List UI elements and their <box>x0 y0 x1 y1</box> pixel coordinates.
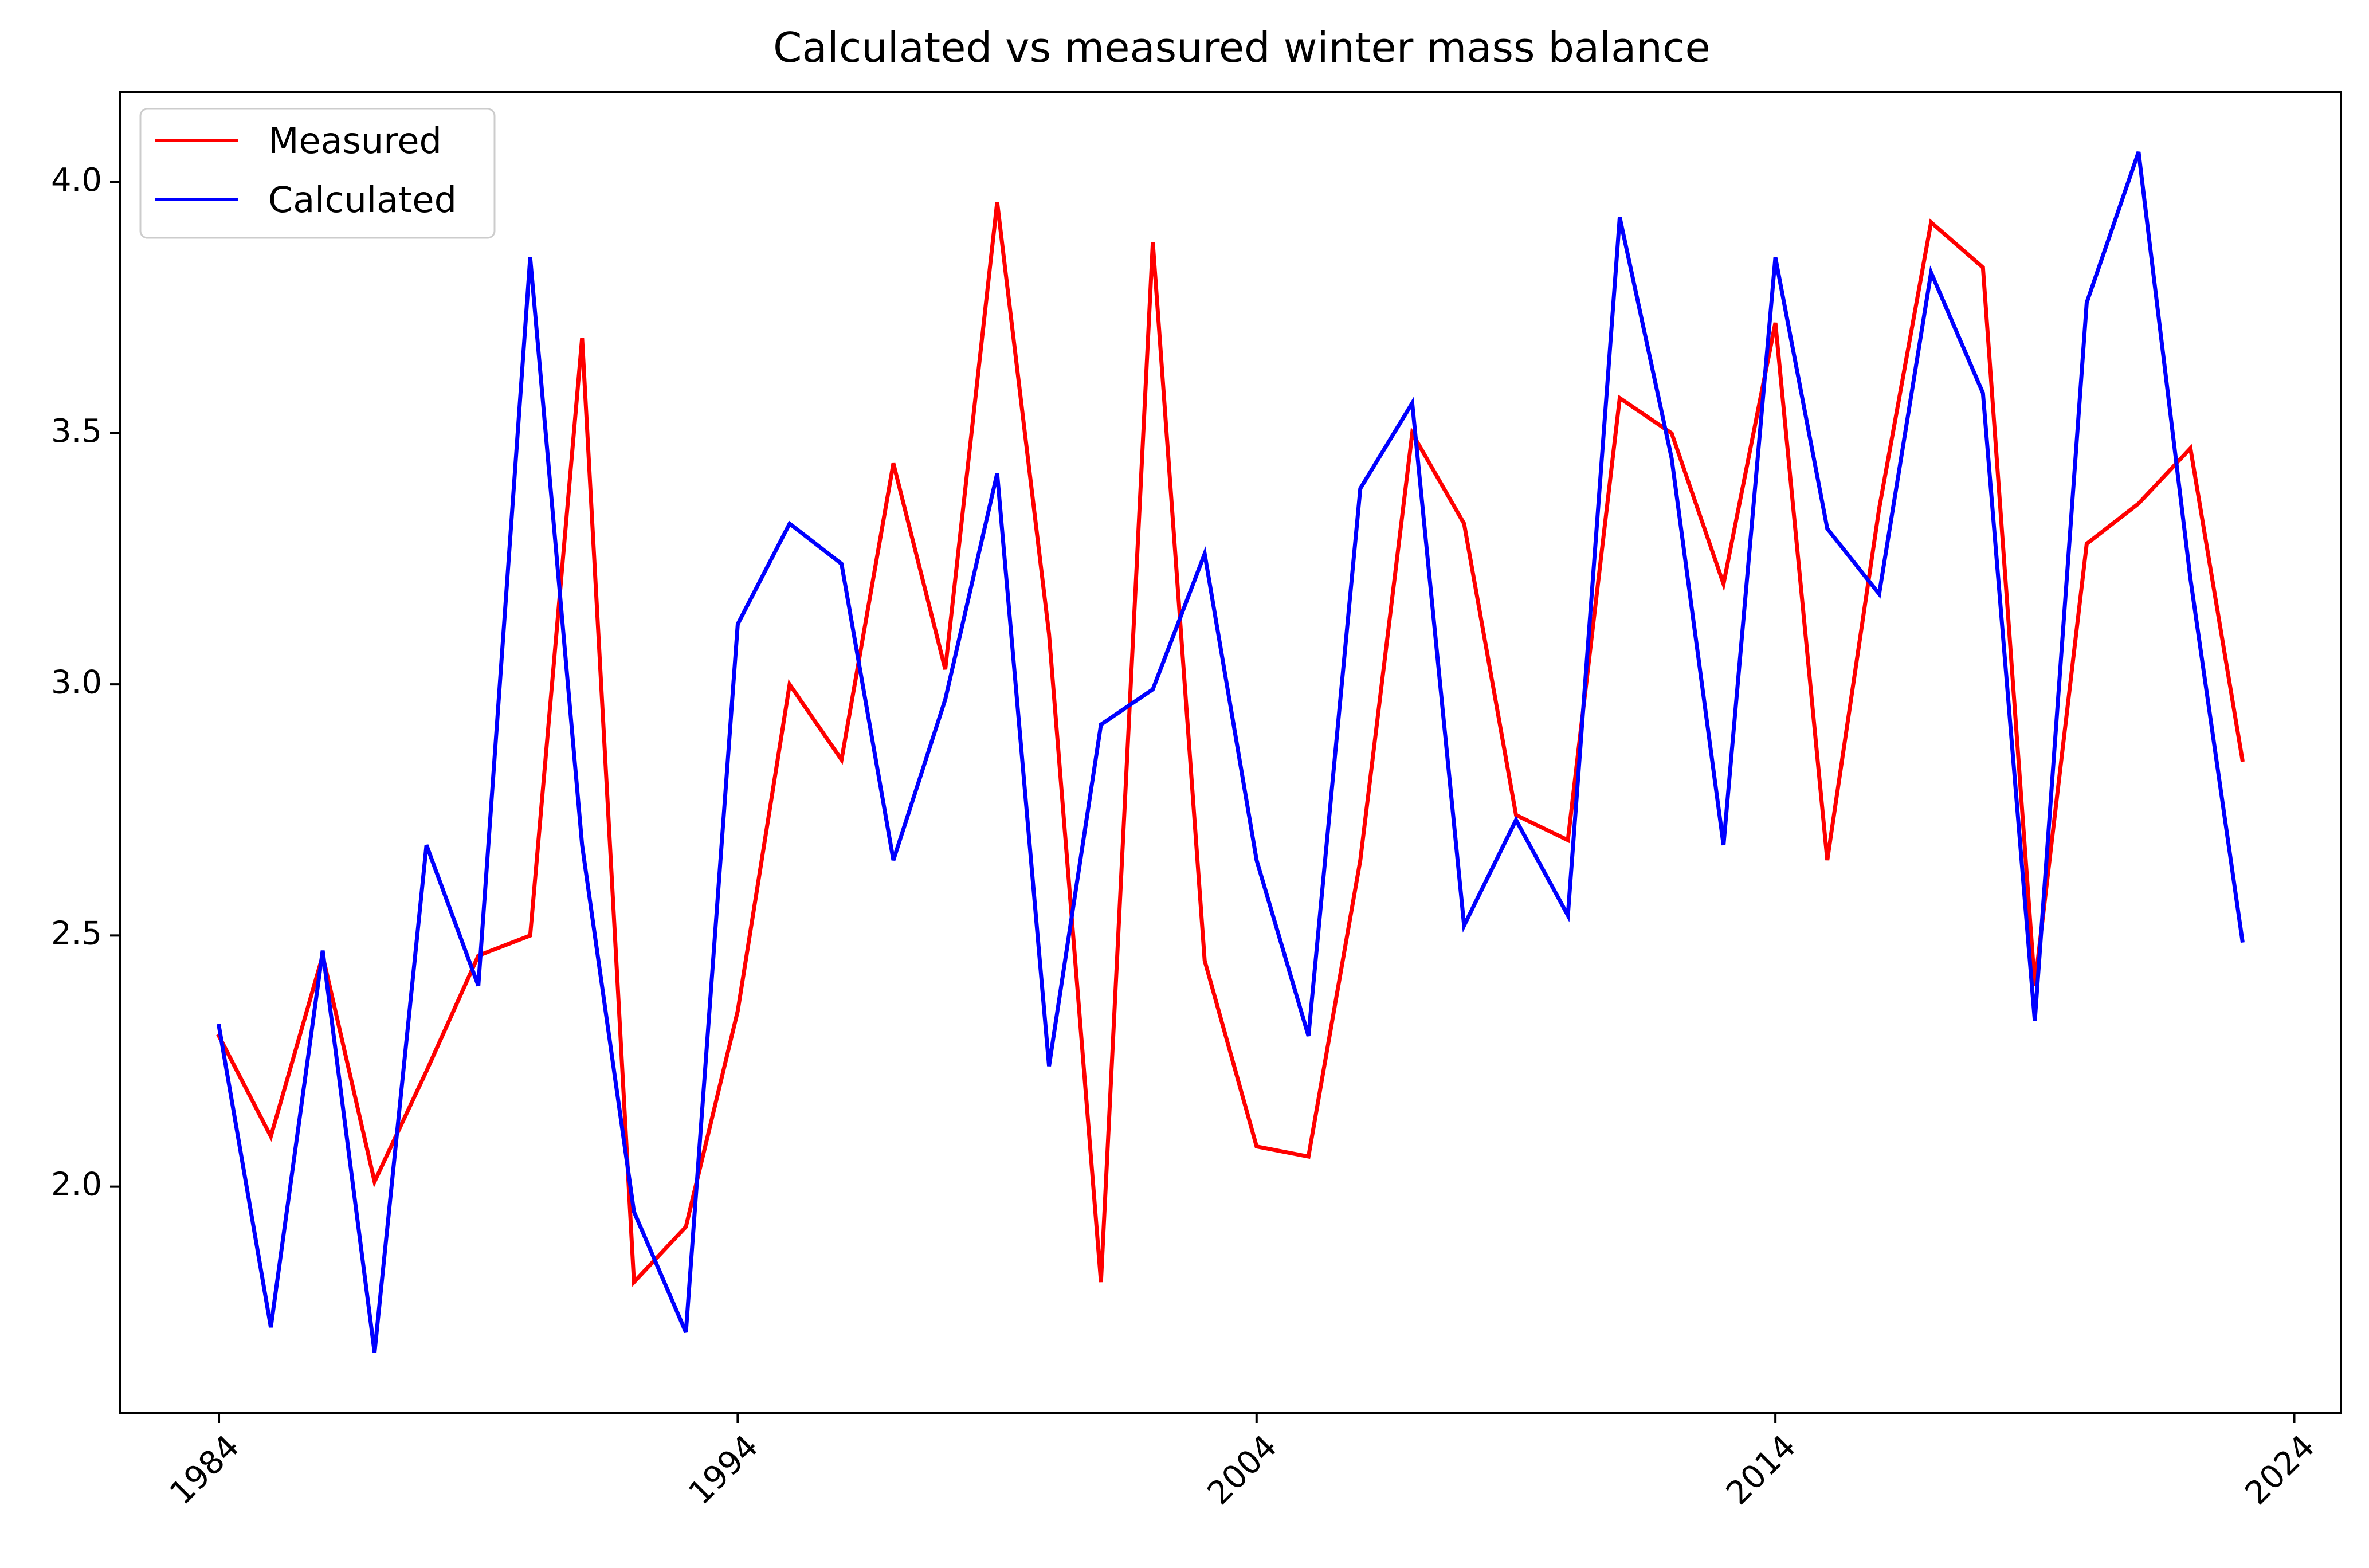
x-tick-label: 2024 <box>2238 1428 2322 1512</box>
y-tick-label: 3.5 <box>51 413 102 450</box>
x-tick-label: 2014 <box>1719 1428 1803 1512</box>
series-line-measured <box>216 202 2245 1287</box>
y-tick-label: 2.5 <box>51 915 102 952</box>
y-tick-label: 3.0 <box>51 664 102 701</box>
y-tick-label: 4.0 <box>51 162 102 199</box>
series-layer <box>216 151 2245 1353</box>
legend: Measured Calculated <box>139 108 496 239</box>
x-tick-label: 1994 <box>681 1428 766 1512</box>
y-tick-label: 2.0 <box>51 1166 102 1204</box>
chart-title: Calculated vs measured winter mass balan… <box>773 23 1711 72</box>
legend-label-measured: Measured <box>268 120 442 162</box>
series-line-calculated <box>216 151 2245 1353</box>
legend-label-calculated: Calculated <box>268 179 457 221</box>
x-tick-label: 2004 <box>1201 1428 1285 1512</box>
plot-area <box>119 91 2342 1414</box>
plot-frame <box>119 91 2342 1414</box>
y-axis: 2.0 2.5 3.0 3.5 4.0 <box>51 162 120 1204</box>
x-tick-label: 1984 <box>163 1428 247 1512</box>
x-axis: 1984 1994 2004 2014 2024 <box>163 1413 2322 1512</box>
